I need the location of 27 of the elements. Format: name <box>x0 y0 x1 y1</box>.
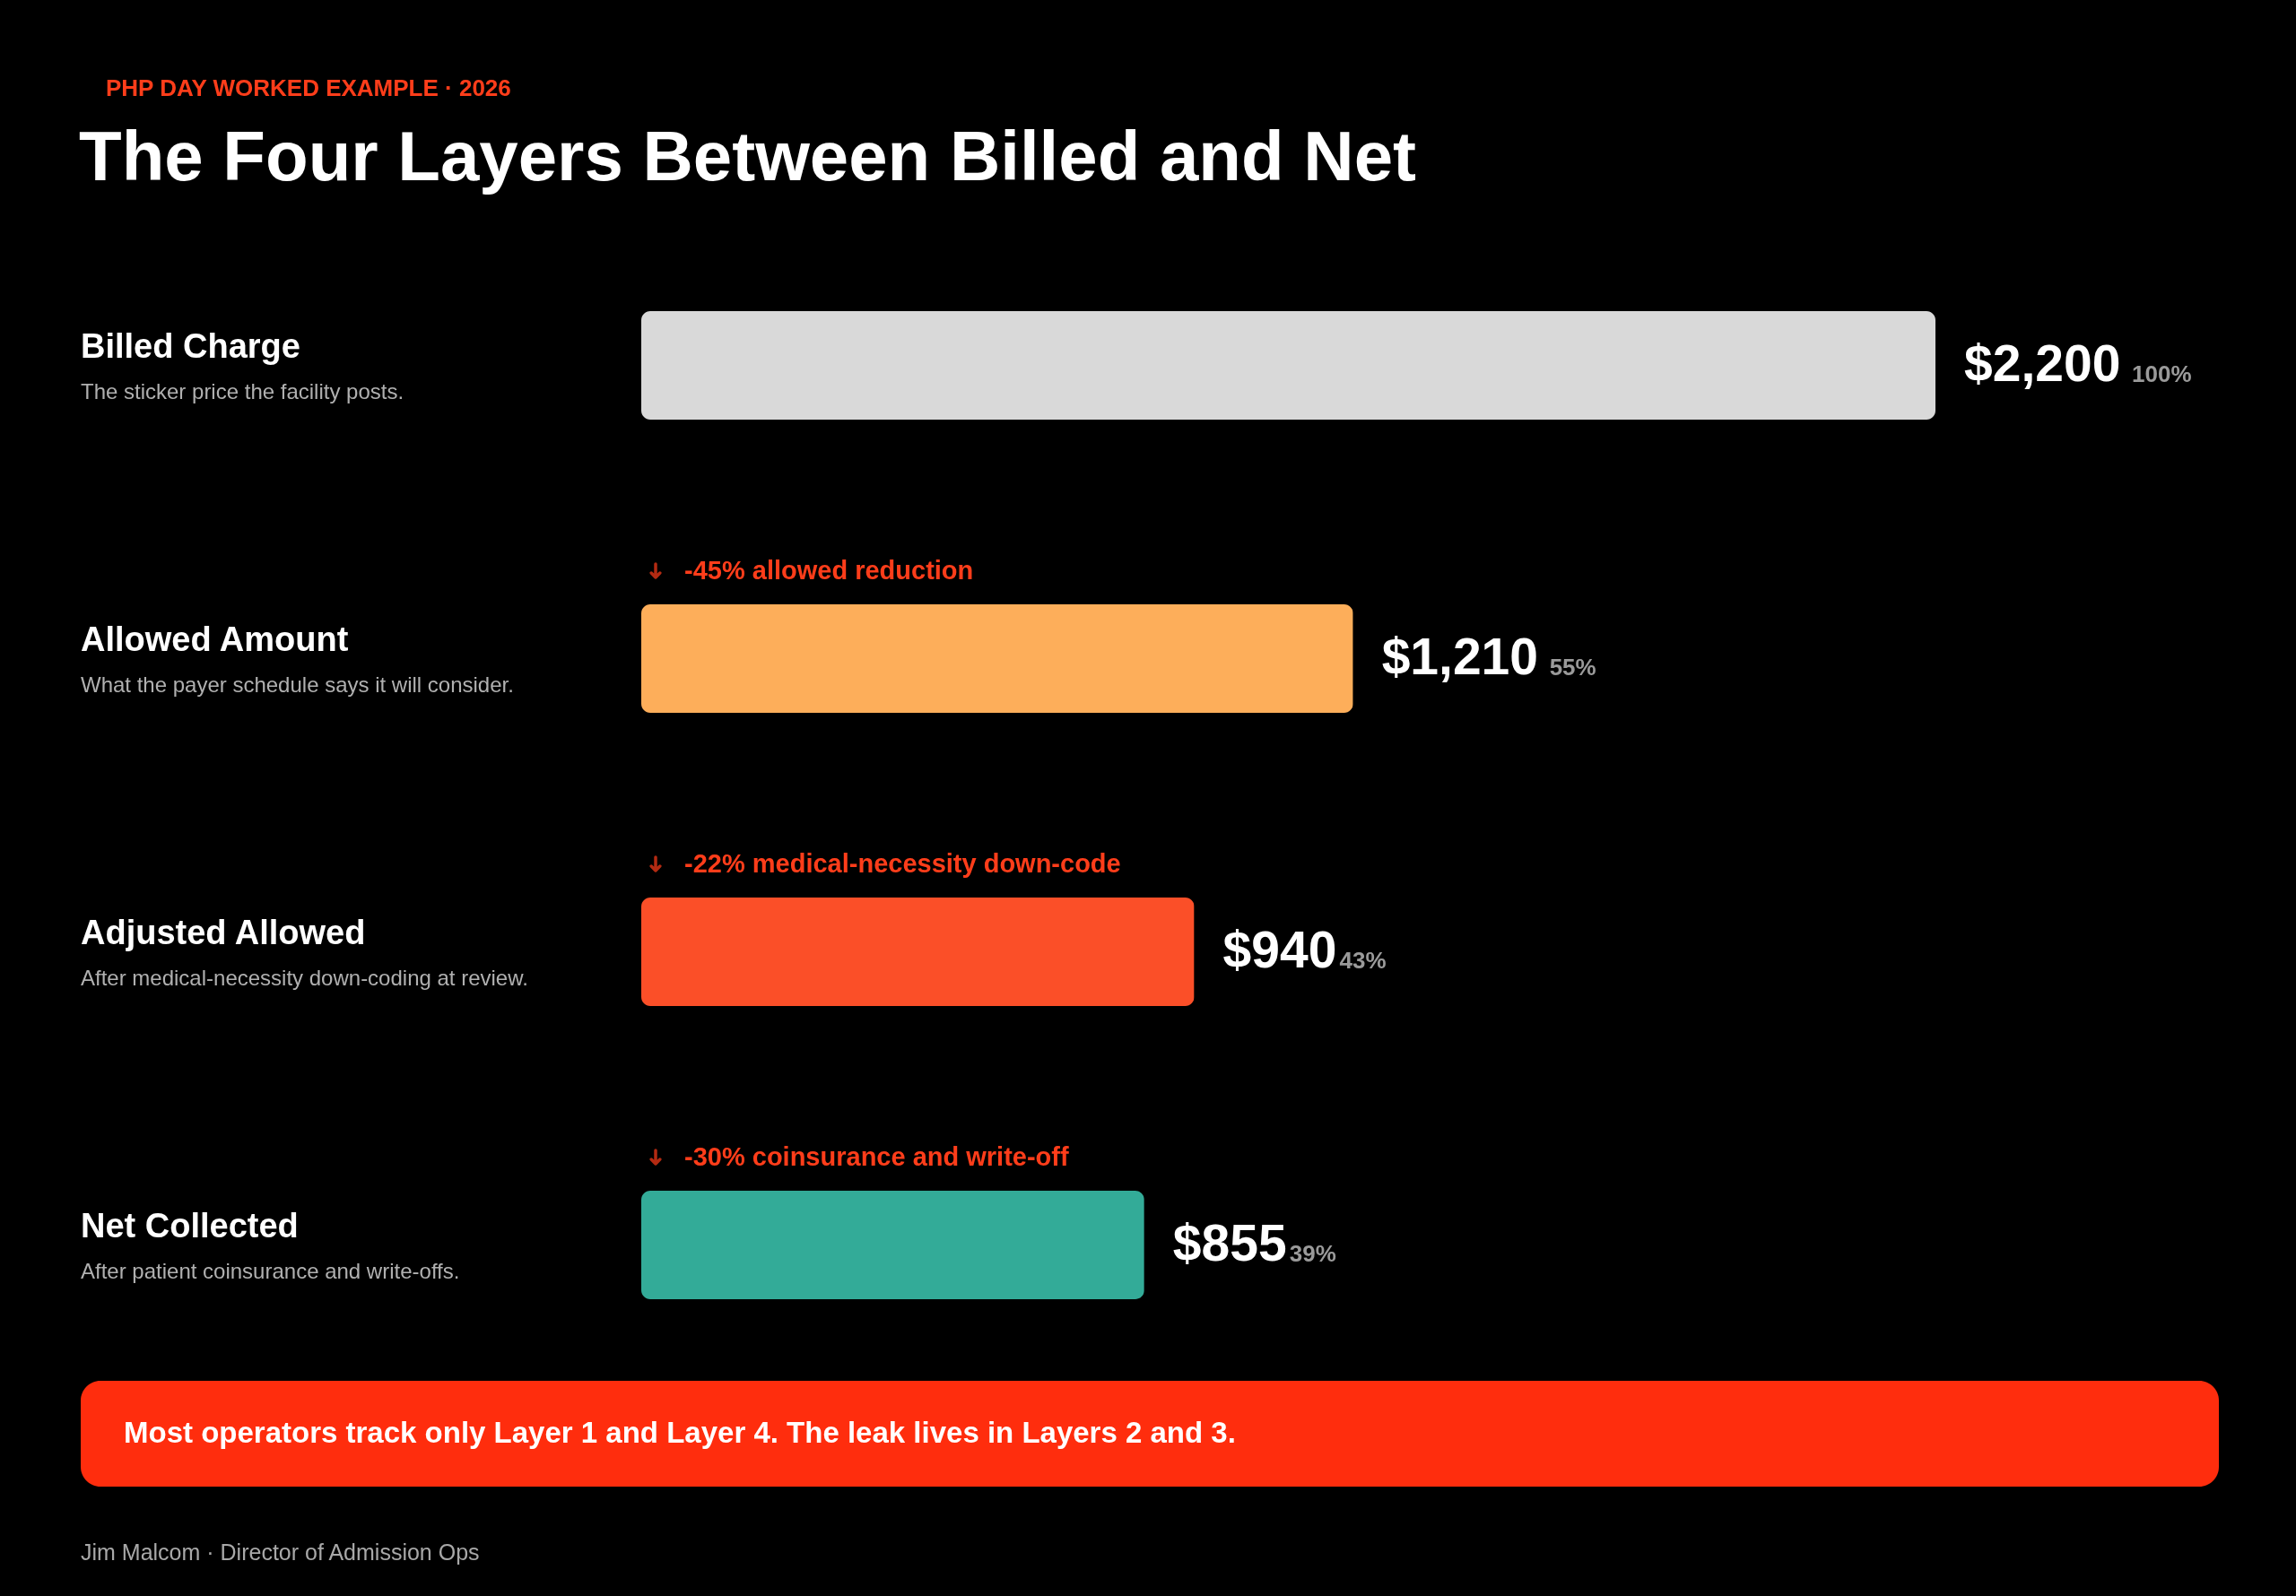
annotation: 43% <box>1339 946 1387 974</box>
data-label: $940 <box>1222 920 1337 978</box>
bar <box>641 898 1195 1006</box>
text: 100% <box>2132 360 2192 387</box>
bar <box>641 1191 1144 1299</box>
annotation: 55% <box>1549 653 1596 681</box>
annotation: -30% coinsurance and write-off <box>684 1141 1069 1171</box>
y-tick-label: Adjusted Allowed <box>81 913 366 951</box>
data-label: $1,210 <box>1381 627 1538 685</box>
text: Most operators track only Layer 1 and Layer 4. The leak lives in Layers 2 and 3. <box>124 1416 1236 1449</box>
text: What the payer schedule says it will consider. <box>81 672 514 697</box>
annotation: 39% <box>1289 1239 1336 1267</box>
y-tick-label: Allowed Amount <box>81 620 349 658</box>
y-tick-label: Billed Charge <box>81 326 300 365</box>
bar <box>641 604 1353 713</box>
y-tick-label: Net Collected <box>81 1206 299 1245</box>
data-label: $855 <box>1172 1213 1287 1271</box>
annotation: -45% allowed reduction <box>684 555 974 585</box>
text: After patient coinsurance and write-offs. <box>81 1258 460 1283</box>
data-label: $2,200 <box>1964 334 2121 392</box>
text: Jim Malcom · Director of Admission Ops <box>81 1540 480 1565</box>
text: After medical-necessity down-coding at review. <box>81 965 528 990</box>
chart-title: The Four Layers Between Billed and Net <box>79 117 1417 195</box>
text: The sticker price the facility posts. <box>81 378 404 403</box>
text: PHP DAY WORKED EXAMPLE · 2026 <box>106 74 511 101</box>
annotation: -22% medical-necessity down-code <box>684 848 1121 878</box>
bar <box>641 311 1935 420</box>
